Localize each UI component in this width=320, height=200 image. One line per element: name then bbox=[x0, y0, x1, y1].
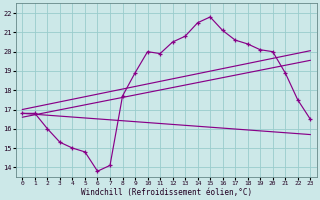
X-axis label: Windchill (Refroidissement éolien,°C): Windchill (Refroidissement éolien,°C) bbox=[81, 188, 252, 197]
